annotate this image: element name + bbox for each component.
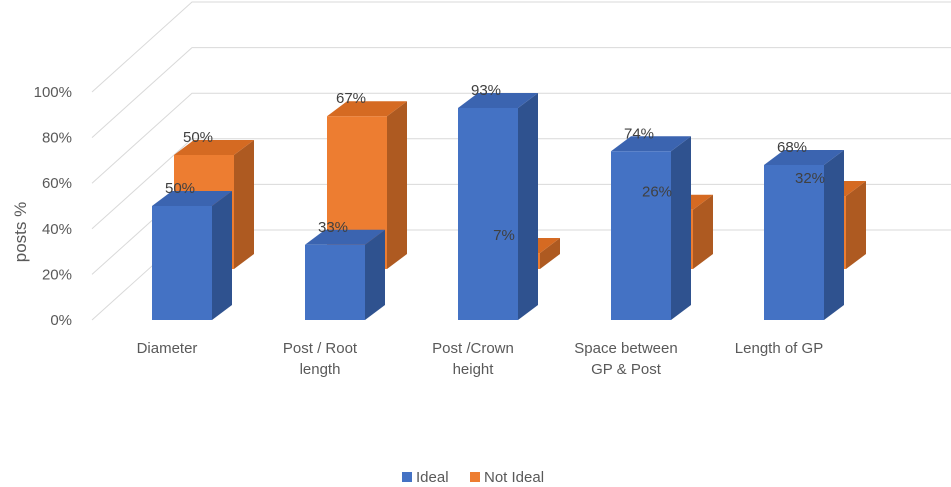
data-label-not-ideal: 26%	[642, 184, 672, 201]
bar-ideal	[611, 136, 691, 320]
y-axis-title: posts %	[11, 202, 30, 262]
y-tick-label: 80%	[42, 130, 72, 147]
bar-ideal	[458, 92, 538, 321]
gridline	[91, 92, 951, 184]
data-label-not-ideal: 7%	[493, 227, 515, 244]
gridline	[91, 47, 951, 138]
legend-label: Ideal	[416, 469, 449, 486]
data-label-ideal: 93%	[471, 82, 501, 99]
gridline	[91, 138, 951, 230]
data-label-ideal: 33%	[318, 219, 348, 236]
data-label-ideal: 68%	[777, 139, 807, 156]
bars	[152, 92, 866, 321]
x-tick-label: Space between GP & Post	[574, 340, 677, 378]
y-tick-label: 100%	[34, 84, 72, 101]
y-tick-label: 0%	[50, 312, 72, 329]
data-label-not-ideal: 50%	[183, 129, 213, 146]
legend-swatch	[402, 472, 412, 482]
legend-label: Not Ideal	[484, 469, 544, 486]
data-label-not-ideal: 67%	[336, 90, 366, 107]
x-axis: Diameter Post / Root length Post /Crown heig…	[137, 340, 824, 378]
data-label-not-ideal: 32%	[795, 170, 825, 187]
data-label-ideal: 50%	[165, 180, 195, 197]
gridline	[91, 1, 951, 93]
x-tick-label: Diameter	[137, 340, 198, 357]
data-label-ideal: 74%	[624, 125, 654, 142]
x-tick-label: Length of GP	[735, 340, 823, 357]
y-axis: 0% 20% 40% 60% 80% 100%	[34, 84, 72, 329]
x-tick-label: Post / Root length	[283, 340, 358, 378]
y-tick-label: 40%	[42, 221, 72, 238]
legend-item: Ideal	[402, 469, 449, 486]
legend: Ideal Not Ideal	[402, 469, 544, 486]
data-labels: 50% 50% 67% 33% 7% 93% 26% 74% 32% 68%	[165, 82, 825, 244]
bar-ideal	[152, 191, 232, 320]
y-tick-label: 60%	[42, 175, 72, 192]
legend-item: Not Ideal	[470, 469, 544, 486]
bar-ideal	[305, 229, 385, 320]
x-tick-label: Post /Crown height	[432, 340, 514, 378]
bar-ideal	[764, 149, 844, 320]
legend-swatch	[470, 472, 480, 482]
y-tick-label: 20%	[42, 266, 72, 283]
